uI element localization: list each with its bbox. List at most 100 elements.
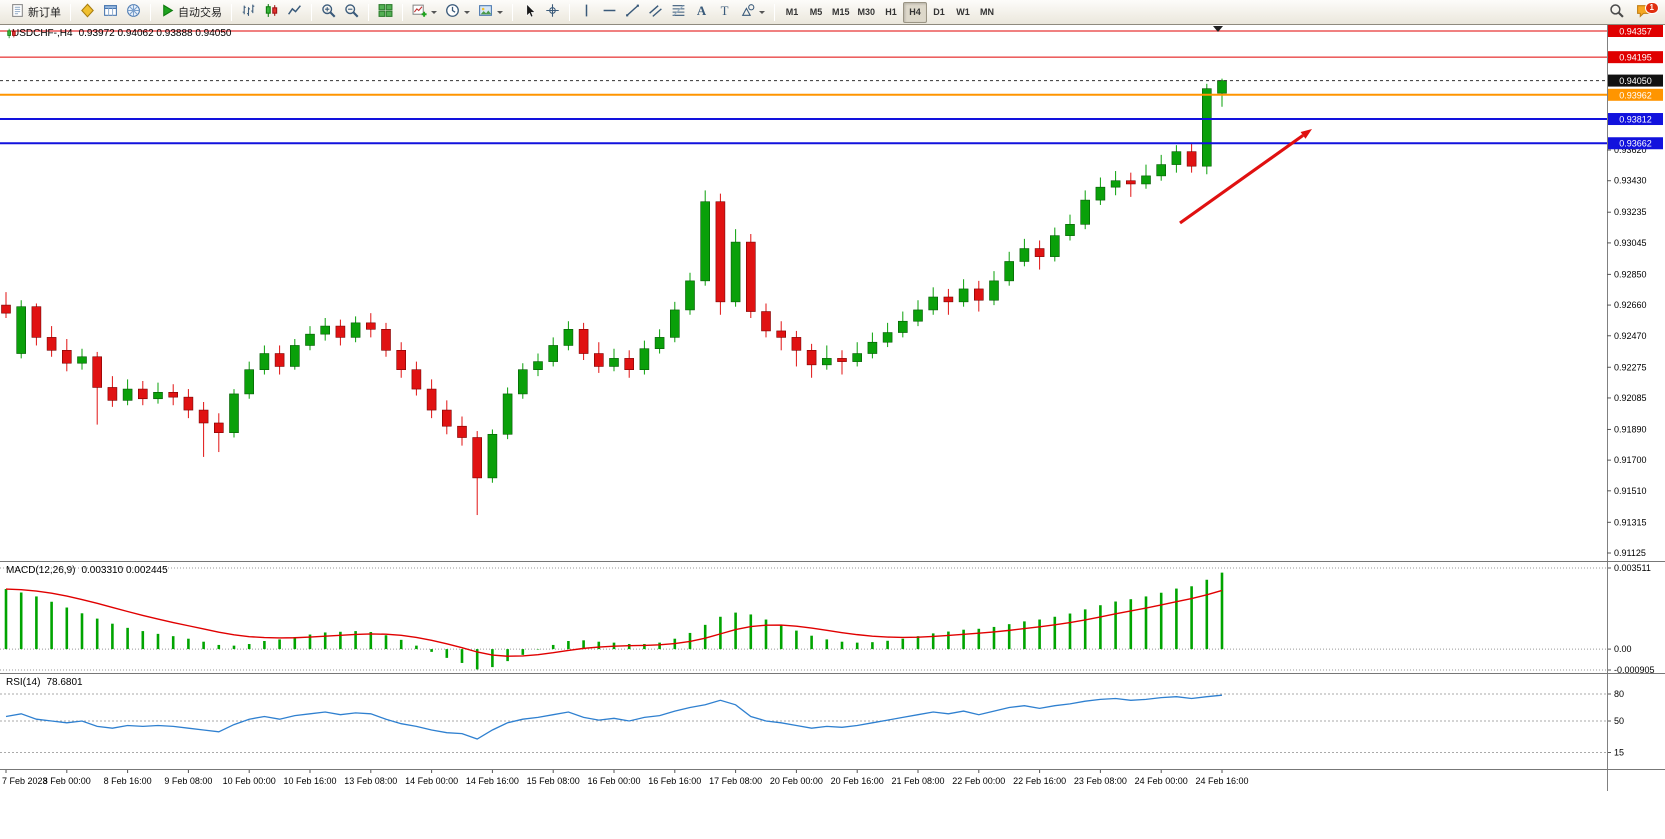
candle — [153, 391, 163, 400]
toolbar-separator — [569, 3, 570, 21]
timeframe-h1-button[interactable]: H1 — [885, 7, 897, 17]
text-icon: A — [694, 3, 709, 21]
candle — [1095, 186, 1106, 201]
rsi-canvas[interactable]: 80 50 15 — [0, 674, 1665, 769]
candle — [837, 358, 847, 362]
time-axis-label: 17 Feb 08:00 — [709, 776, 762, 786]
candle — [624, 358, 635, 370]
fibo-icon — [671, 3, 686, 21]
line-chart-mode-button[interactable] — [283, 2, 306, 23]
candle — [882, 332, 893, 343]
auto-trading-button[interactable]: 自动交易 — [156, 2, 226, 23]
chevron-down-icon — [431, 10, 437, 14]
candle — [426, 388, 437, 411]
fibonacci-tool-button[interactable] — [667, 2, 690, 23]
timeframe-m1-button[interactable]: M1 — [785, 7, 799, 17]
timeframe-h4-button[interactable]: H4 — [903, 1, 928, 23]
label-icon: T — [717, 3, 732, 21]
candle — [1, 304, 11, 314]
timeframe-m30-button[interactable]: M30 — [857, 7, 876, 17]
templates-button[interactable] — [474, 2, 507, 23]
time-axis-label: 16 Feb 16:00 — [648, 776, 701, 786]
timeframe-w1-button[interactable]: W1 — [956, 7, 970, 17]
macd-axis-tick: 0.00 — [1614, 644, 1632, 654]
time-axis-label: 7 Feb 2023 — [2, 776, 48, 786]
timeframe-d1-button[interactable]: D1 — [933, 7, 945, 17]
candle — [958, 288, 969, 303]
market-watch-icon — [80, 3, 95, 21]
data-window-button[interactable] — [99, 2, 122, 23]
shapes-tool-button[interactable] — [736, 2, 769, 23]
toolbar-separator — [150, 3, 151, 21]
toolbar-separator — [311, 3, 312, 21]
price-axis-tick: 0.91315 — [1614, 517, 1647, 527]
time-axis[interactable]: 7 Feb 2023 8 Feb 00:00 8 Feb 16:00 9 Feb 08… — [0, 769, 1665, 791]
tile-windows-button[interactable] — [374, 2, 397, 23]
candle — [259, 353, 270, 370]
periods-button[interactable] — [441, 2, 474, 23]
trend-arrow-annotation — [1300, 129, 1312, 139]
candle — [1171, 151, 1182, 165]
market-watch-button[interactable] — [76, 2, 99, 23]
search-button[interactable] — [1605, 2, 1628, 23]
crosshair-mode-button[interactable] — [541, 2, 564, 23]
vertical-line-tool-button[interactable] — [575, 2, 598, 23]
toolbar-separator — [512, 3, 513, 21]
data-window-icon — [103, 3, 118, 21]
candle — [973, 288, 984, 301]
toolbar-group-1 — [74, 0, 147, 24]
cursor-mode-button[interactable] — [518, 2, 541, 23]
toolbar-group-0: 新订单 — [4, 0, 67, 24]
candlestick-mode-button[interactable] — [260, 2, 283, 23]
trendline-tool-button[interactable] — [621, 2, 644, 23]
timeframe-group: M1 M5 M15 M30 H1 H4 D1 W1 MN — [778, 0, 1001, 24]
candle — [1080, 199, 1090, 225]
bar-chart-mode-button[interactable] — [237, 2, 260, 23]
new-order-button[interactable]: 新订单 — [6, 2, 65, 23]
candle — [609, 358, 619, 367]
svg-text:0.94195: 0.94195 — [1619, 53, 1652, 63]
timeframe-m5-button[interactable]: M5 — [809, 7, 823, 17]
candle — [168, 391, 178, 398]
candle — [517, 369, 528, 395]
candle — [578, 329, 589, 354]
candle — [745, 241, 756, 312]
time-axis-label: 10 Feb 00:00 — [223, 776, 276, 786]
notifications-button[interactable]: 1 — [1632, 1, 1659, 23]
zoom-in-button[interactable] — [317, 2, 340, 23]
svg-text:T: T — [721, 4, 729, 18]
rsi-line — [5, 694, 1223, 740]
candle — [320, 325, 331, 335]
label-tool-button[interactable]: T — [713, 2, 736, 23]
zoom-out-button[interactable] — [340, 2, 363, 23]
price-tag — [1608, 74, 1663, 87]
notification-badge: 1 — [1644, 1, 1659, 14]
timeframe-mn-button[interactable]: MN — [980, 7, 995, 17]
price-axis-tick: 0.93430 — [1614, 176, 1647, 186]
timeframe-m15-button[interactable]: M15 — [832, 7, 850, 17]
candle — [107, 387, 118, 401]
candle — [989, 280, 999, 301]
new-chart-button[interactable] — [408, 2, 441, 23]
candle — [502, 393, 513, 435]
macd-canvas[interactable]: 0.003511 0.00 -0.000905 — [0, 562, 1665, 673]
chart-window: 0.93620 0.93430 0.93235 0.93045 0.92850 0.926… — [0, 25, 1665, 791]
macd-axis-tick: -0.000905 — [1614, 665, 1655, 673]
candle — [365, 322, 376, 330]
price-chart-canvas[interactable]: 0.93620 0.93430 0.93235 0.93045 0.92850 0.926… — [0, 25, 1665, 561]
text-tool-button[interactable]: A — [690, 2, 713, 23]
horizontal-line-tool-button[interactable] — [598, 2, 621, 23]
svg-text:A: A — [697, 4, 707, 18]
line-icon — [287, 3, 302, 21]
channel-tool-button[interactable] — [644, 2, 667, 23]
navigator-button[interactable] — [122, 2, 145, 23]
candle — [669, 309, 680, 338]
price-tag — [1608, 25, 1663, 37]
svg-text:0.93962: 0.93962 — [1619, 90, 1652, 100]
time-axis-label: 20 Feb 00:00 — [770, 776, 823, 786]
toolbar-separator — [368, 3, 369, 21]
toolbar-group-6 — [406, 0, 509, 24]
price-axis-tick: 0.91510 — [1614, 486, 1647, 496]
time-axis-label: 22 Feb 00:00 — [952, 776, 1005, 786]
price-axis-tick: 0.91890 — [1614, 424, 1647, 434]
